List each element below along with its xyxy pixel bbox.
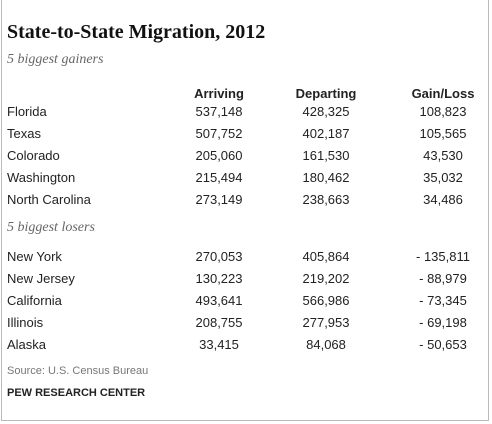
cell-value: 493,641: [195, 293, 243, 308]
cell-value: 405,864: [302, 249, 350, 264]
cell-value: - 50,653: [419, 337, 467, 352]
cell-value: 270,053: [195, 249, 243, 264]
cell-value: 105,565: [419, 126, 467, 141]
cell-value: 205,060: [195, 148, 243, 163]
footer: PEW RESEARCH CENTER: [7, 387, 146, 399]
cell-value: - 135,811: [416, 249, 470, 264]
cell-value: 566,986: [302, 293, 350, 308]
row-label: Florida: [7, 104, 47, 119]
row-label: California: [7, 293, 62, 308]
cell-value: 35,032: [423, 170, 463, 185]
cell-value: 507,752: [195, 126, 243, 141]
cell-value: 238,663: [302, 192, 350, 207]
cell-value: 215,494: [195, 170, 243, 185]
cell-value: 208,755: [195, 315, 243, 330]
cell-value: 277,953: [302, 315, 350, 330]
cell-value: 428,325: [302, 104, 350, 119]
cell-value: 537,148: [195, 104, 243, 119]
cell-value: 180,462: [302, 170, 350, 185]
row-label: Texas: [7, 126, 41, 141]
row-label: Alaska: [7, 337, 47, 352]
column-header: Arriving: [194, 86, 244, 101]
cell-value: - 69,198: [419, 315, 467, 330]
cell-value: 84,068: [306, 337, 346, 352]
cell-value: - 73,345: [419, 293, 467, 308]
cell-value: 108,823: [419, 104, 467, 119]
section-label: 5 biggest gainers: [7, 52, 104, 67]
row-label: North Carolina: [7, 192, 91, 207]
cell-value: 34,486: [423, 192, 463, 207]
cell-value: 161,530: [302, 148, 350, 163]
row-label: New York: [7, 249, 62, 264]
row-label: Colorado: [7, 148, 60, 163]
cell-value: 33,415: [199, 337, 239, 352]
cell-value: - 88,979: [419, 271, 467, 286]
cell-value: 273,149: [195, 192, 243, 207]
cell-value: 219,202: [302, 271, 350, 286]
column-header: Gain/Loss: [411, 86, 475, 101]
cell-value: 130,223: [195, 271, 243, 286]
row-label: Washington: [7, 170, 76, 185]
cell-value: 43,530: [423, 148, 463, 163]
row-label: Illinois: [7, 315, 44, 330]
section-label: 5 biggest losers: [7, 220, 95, 235]
column-header: Departing: [295, 86, 357, 101]
cell-value: 402,187: [302, 126, 350, 141]
row-label: New Jersey: [7, 271, 75, 286]
title: State-to-State Migration, 2012: [7, 21, 266, 43]
source: Source: U.S. Census Bureau: [7, 365, 149, 377]
